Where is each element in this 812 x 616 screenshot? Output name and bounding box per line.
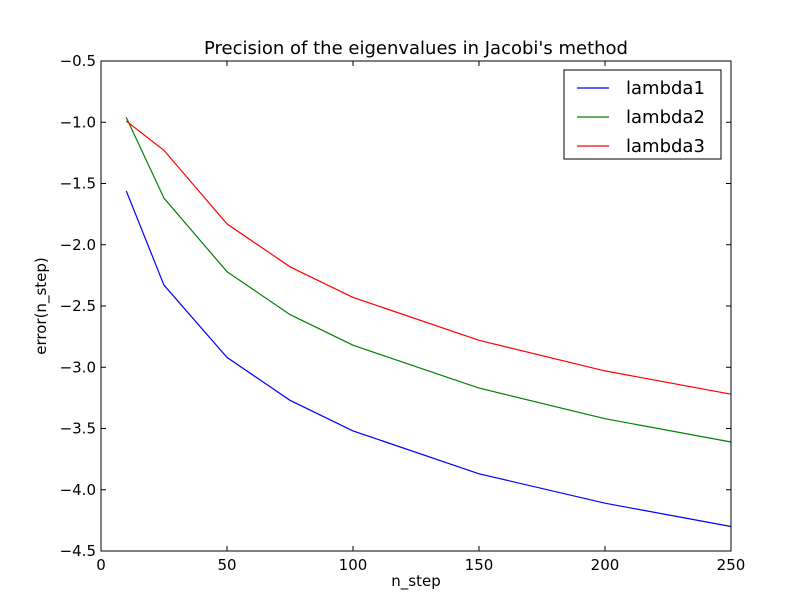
series-line-lambda3 [125,120,732,395]
y-tick-label: −3.5 [60,420,96,438]
legend-label-lambda3: lambda3 [626,136,705,157]
x-axis-label: n_step [391,572,440,591]
y-tick-label: −4.5 [60,542,96,560]
legend: lambda1 lambda2 lambda3 [563,69,722,160]
series-line-lambda2 [125,117,732,443]
axis-ticks: 0 50 100 150 200 250 −0.5 −1.0 −1.5 −2.0 −2.5 −3.0 −… [60,52,746,574]
x-tick-label: 50 [217,556,236,574]
y-tick-label: −2.5 [60,297,96,315]
x-tick-label: 100 [339,556,368,574]
chart-title: Precision of the eigenvalues in Jacobi's… [204,38,628,59]
series-line-lambda1 [125,190,732,528]
y-tick-label: −1.0 [60,113,96,131]
y-tick-label: −3.0 [60,358,96,376]
x-tick-label: 150 [465,556,494,574]
legend-label-lambda2: lambda2 [626,107,705,128]
x-tick-label: 200 [591,556,620,574]
x-tick-label: 0 [96,556,106,574]
legend-label-lambda1: lambda1 [626,78,705,99]
x-tick-label: 250 [717,556,746,574]
series-lines [125,117,732,528]
y-tick-label: −2.0 [60,236,96,254]
y-tick-label: −0.5 [60,52,96,70]
y-tick-label: −4.0 [60,481,96,499]
legend-box [563,69,722,160]
y-tick-label: −1.5 [60,175,96,193]
y-axis-label: error(n_step) [32,257,51,354]
